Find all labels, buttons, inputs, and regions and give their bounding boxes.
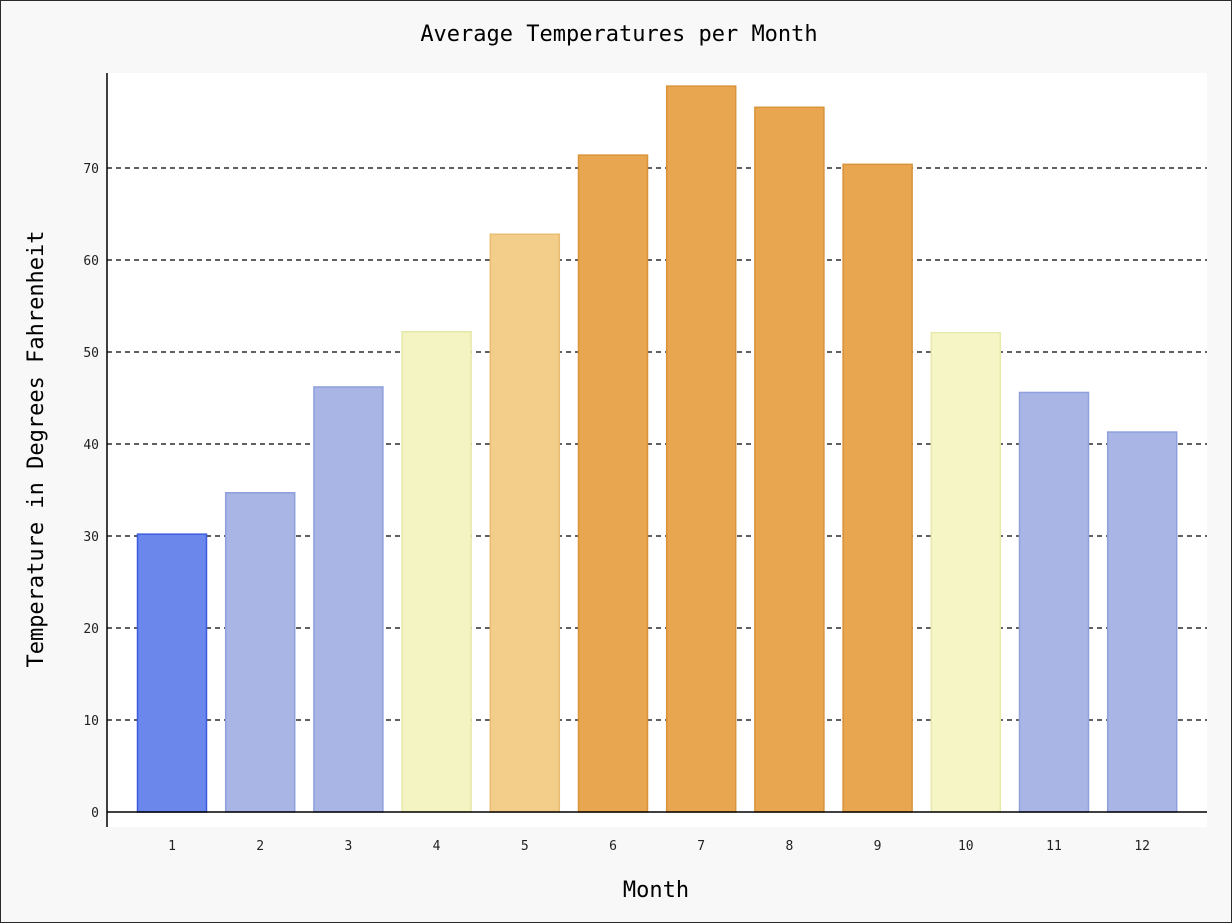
- x-tick-label: 7: [697, 839, 705, 854]
- x-tick-label: 6: [609, 839, 617, 854]
- y-tick-label: 10: [83, 714, 99, 729]
- bar-month-6: [577, 154, 649, 813]
- y-axis-label: Temperature in Degrees Fahrenheit: [24, 230, 49, 667]
- bars: [136, 85, 1178, 813]
- bar-month-8: [754, 106, 825, 813]
- x-tick-label: 9: [874, 839, 882, 854]
- x-tick-label: 4: [433, 839, 441, 854]
- bar-month-12: [1106, 431, 1178, 813]
- bar-month-11: [1018, 391, 1090, 813]
- axes: [106, 73, 1207, 827]
- y-tick-label: 60: [83, 254, 99, 269]
- x-tick-labels: 1 2 3 4 5 6 7 8 9 10 11 12: [168, 839, 1150, 854]
- x-tick-label: 5: [521, 839, 529, 854]
- chart-title: Average Temperatures per Month: [420, 22, 817, 47]
- x-tick-label: 8: [785, 839, 793, 854]
- bar-month-7: [665, 85, 737, 813]
- x-tick-label: 10: [958, 839, 974, 854]
- y-tick-label: 70: [83, 162, 99, 177]
- y-tick-label: 40: [83, 438, 99, 453]
- bar-month-5: [489, 233, 561, 813]
- x-tick-label: 3: [344, 839, 352, 854]
- y-tick-label: 30: [83, 530, 99, 545]
- x-tick-label: 11: [1046, 839, 1062, 854]
- x-tick-label: 2: [256, 839, 264, 854]
- bar-month-9: [842, 163, 913, 813]
- bar-month-3: [313, 386, 384, 813]
- bar-month-10: [930, 331, 1002, 813]
- y-tick-labels: 0 10 20 30 40 50 60 70: [83, 162, 99, 821]
- x-axis-label: Month: [623, 878, 689, 903]
- y-tick-label: 0: [91, 806, 99, 821]
- bar-month-4: [401, 331, 472, 813]
- y-tick-label: 20: [83, 622, 99, 637]
- bar-month-2: [224, 492, 296, 813]
- x-tick-label: 12: [1134, 839, 1150, 854]
- bar-month-1: [136, 533, 208, 813]
- y-tick-label: 50: [83, 346, 99, 361]
- x-tick-label: 1: [168, 839, 176, 854]
